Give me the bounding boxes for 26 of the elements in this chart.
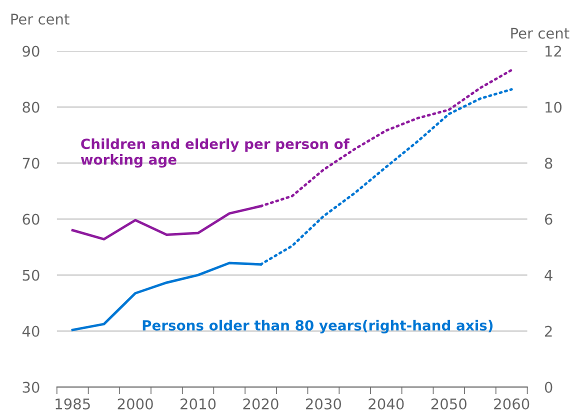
- y2-tick-label: 2: [545, 326, 552, 337]
- y2-tick-label: 10: [546, 102, 562, 113]
- series-label: Persons older than 80 years(right-hand axis): [142, 320, 493, 334]
- y-tick-label: 70: [22, 158, 40, 169]
- y2-axis-title: Per cent: [511, 28, 570, 39]
- x-tick-label: 2050: [431, 398, 466, 410]
- x-tick-label: 2060: [494, 398, 530, 410]
- y2-tick-label: 6: [544, 214, 552, 225]
- text: Children and elderly per person of working age: [80, 138, 350, 168]
- y-tick-label: 50: [22, 270, 40, 281]
- y-tick-label: 40: [22, 326, 40, 337]
- x-tick-label: 2020: [243, 398, 278, 410]
- y-tick-label: 30: [22, 382, 40, 393]
- y-tick-label: 60: [22, 214, 40, 225]
- x-tick-label: 2040: [368, 398, 404, 410]
- y2-tick-label: 4: [544, 270, 552, 281]
- x-tick-label: 1985: [56, 398, 90, 410]
- y2-tick-label: 8: [544, 158, 552, 169]
- x-tick-label: 2030: [306, 398, 342, 410]
- x-tick-label: 2010: [180, 398, 216, 410]
- y-tick-label: 90: [22, 46, 40, 57]
- x-tick-label: 2000: [118, 398, 153, 410]
- y-axis-title: Per cent: [11, 14, 70, 25]
- y-tick-label: 80: [22, 102, 40, 113]
- y2-tick-label: 12: [546, 46, 562, 57]
- y2-tick-label: 0: [544, 382, 552, 393]
